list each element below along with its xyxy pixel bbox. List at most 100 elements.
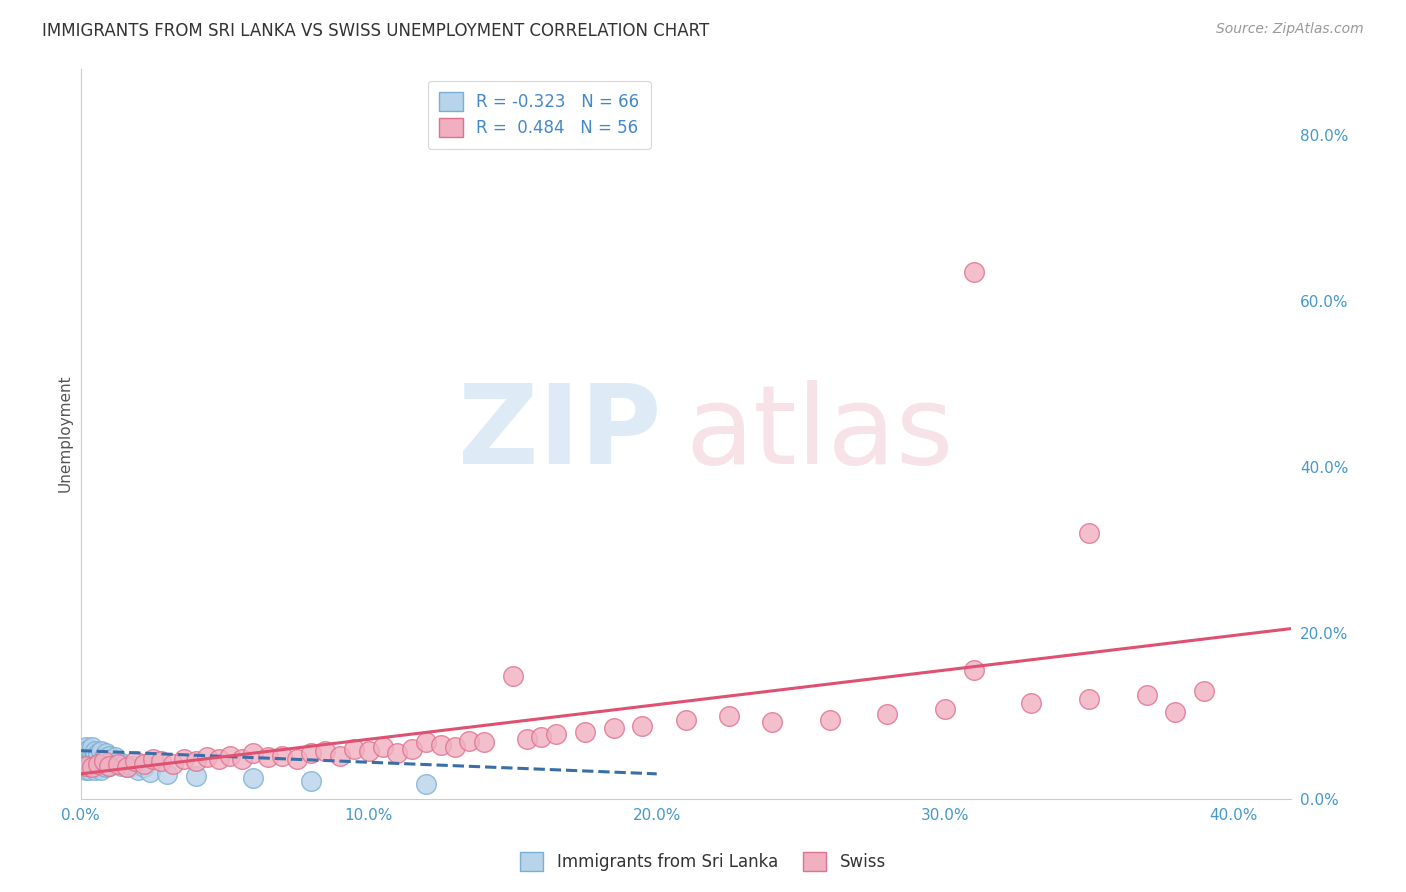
Point bbox=[963, 265, 986, 279]
Point bbox=[107, 755, 129, 769]
Point bbox=[75, 752, 97, 766]
Point bbox=[77, 746, 100, 760]
Point bbox=[75, 758, 97, 772]
Point bbox=[329, 748, 352, 763]
Point bbox=[371, 740, 394, 755]
Point bbox=[150, 755, 173, 769]
Point bbox=[115, 760, 138, 774]
Point bbox=[77, 752, 100, 766]
Point bbox=[184, 768, 207, 782]
Point bbox=[242, 746, 264, 760]
Point bbox=[717, 708, 740, 723]
Point bbox=[110, 758, 132, 772]
Point bbox=[530, 730, 553, 744]
Point bbox=[256, 750, 278, 764]
Point bbox=[104, 750, 127, 764]
Point bbox=[77, 756, 100, 771]
Point bbox=[472, 735, 495, 749]
Point bbox=[84, 763, 107, 777]
Point bbox=[314, 744, 336, 758]
Point bbox=[80, 740, 103, 755]
Point bbox=[115, 760, 138, 774]
Point bbox=[387, 746, 409, 760]
Text: atlas: atlas bbox=[686, 380, 955, 487]
Point bbox=[87, 760, 110, 774]
Point bbox=[631, 719, 654, 733]
Point bbox=[285, 752, 308, 766]
Point bbox=[104, 756, 127, 771]
Point bbox=[343, 742, 366, 756]
Point bbox=[96, 760, 118, 774]
Point bbox=[77, 760, 100, 774]
Point bbox=[80, 760, 103, 774]
Point bbox=[156, 767, 179, 781]
Point bbox=[72, 756, 94, 771]
Point bbox=[876, 707, 898, 722]
Point bbox=[80, 746, 103, 760]
Point bbox=[1135, 688, 1157, 702]
Point bbox=[98, 748, 121, 763]
Point bbox=[87, 750, 110, 764]
Point bbox=[544, 727, 567, 741]
Text: IMMIGRANTS FROM SRI LANKA VS SWISS UNEMPLOYMENT CORRELATION CHART: IMMIGRANTS FROM SRI LANKA VS SWISS UNEMP… bbox=[42, 22, 710, 40]
Text: Source: ZipAtlas.com: Source: ZipAtlas.com bbox=[1216, 22, 1364, 37]
Point bbox=[231, 752, 253, 766]
Point bbox=[87, 746, 110, 760]
Point bbox=[299, 773, 322, 788]
Point bbox=[219, 748, 242, 763]
Point bbox=[1192, 684, 1215, 698]
Point bbox=[963, 663, 986, 677]
Point bbox=[72, 750, 94, 764]
Point bbox=[80, 756, 103, 771]
Point bbox=[208, 752, 231, 766]
Point bbox=[75, 744, 97, 758]
Point bbox=[90, 744, 112, 758]
Point bbox=[602, 721, 624, 735]
Point bbox=[1164, 705, 1187, 719]
Point bbox=[72, 746, 94, 760]
Point bbox=[80, 760, 103, 774]
Point bbox=[77, 750, 100, 764]
Point bbox=[93, 750, 115, 764]
Point bbox=[162, 756, 184, 771]
Point bbox=[98, 758, 121, 772]
Point bbox=[132, 756, 155, 771]
Point bbox=[121, 758, 143, 772]
Point bbox=[516, 731, 538, 746]
Point bbox=[84, 758, 107, 772]
Y-axis label: Unemployment: Unemployment bbox=[58, 375, 72, 492]
Point bbox=[401, 742, 423, 756]
Point bbox=[77, 763, 100, 777]
Point bbox=[107, 756, 129, 771]
Point bbox=[195, 750, 218, 764]
Point bbox=[124, 755, 146, 769]
Point bbox=[72, 760, 94, 774]
Point bbox=[77, 742, 100, 756]
Point bbox=[574, 725, 596, 739]
Point bbox=[1077, 692, 1099, 706]
Point bbox=[132, 760, 155, 774]
Point bbox=[271, 748, 294, 763]
Point bbox=[415, 735, 437, 749]
Point bbox=[75, 760, 97, 774]
Text: ZIP: ZIP bbox=[458, 380, 661, 487]
Point bbox=[87, 756, 110, 771]
Point bbox=[127, 763, 149, 777]
Legend: R = -0.323   N = 66, R =  0.484   N = 56: R = -0.323 N = 66, R = 0.484 N = 56 bbox=[427, 80, 651, 149]
Point bbox=[141, 752, 163, 766]
Point bbox=[101, 752, 124, 766]
Point bbox=[75, 756, 97, 771]
Point bbox=[96, 746, 118, 760]
Point bbox=[84, 748, 107, 763]
Point bbox=[675, 713, 697, 727]
Point bbox=[761, 715, 783, 730]
Point bbox=[80, 750, 103, 764]
Point bbox=[87, 755, 110, 769]
Point bbox=[1019, 696, 1042, 710]
Point bbox=[90, 752, 112, 766]
Point bbox=[184, 755, 207, 769]
Point bbox=[75, 763, 97, 777]
Point bbox=[77, 755, 100, 769]
Point bbox=[98, 758, 121, 772]
Point bbox=[77, 758, 100, 772]
